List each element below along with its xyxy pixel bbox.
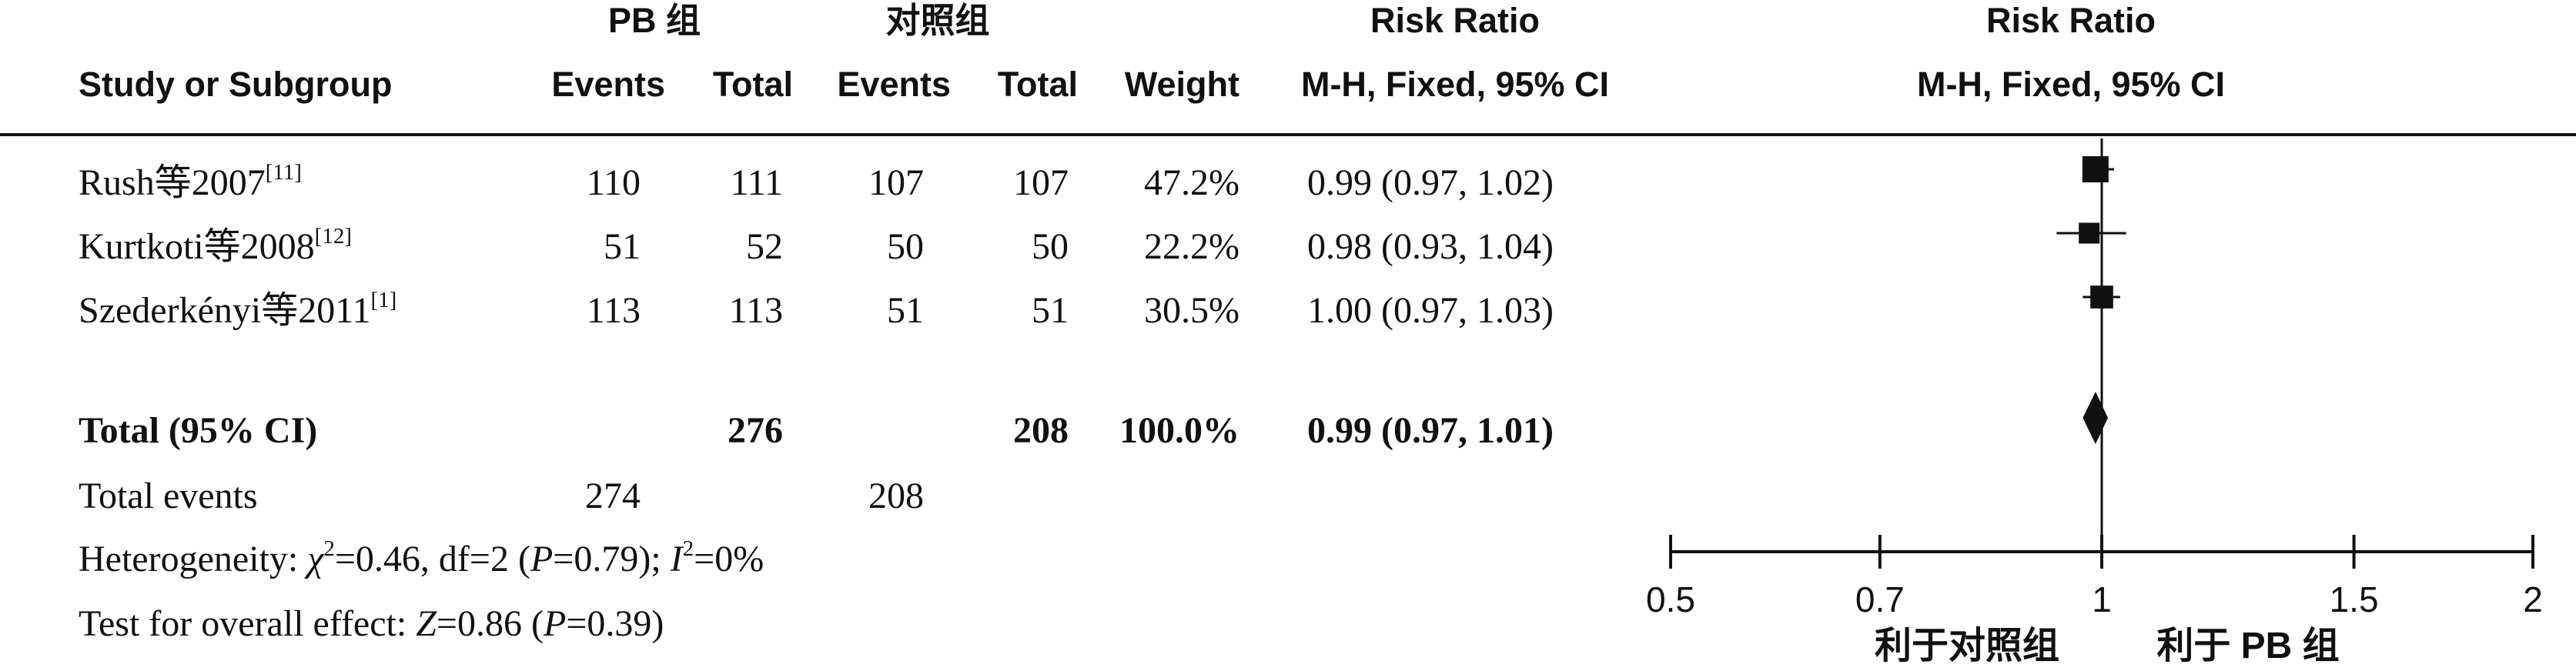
group1-events-cell: 51 [604,226,641,267]
group2-events-cell: 51 [887,290,924,331]
weight-header: Weight [1125,65,1239,104]
weight-cell: 30.5% [1144,290,1239,331]
total-row: Total (95% CI) 276 208 100.0% 0.99 (0.97… [79,410,1554,451]
x-axis-tick-label: 1 [2092,579,2112,619]
total-weight: 100.0% [1119,410,1239,451]
study-name: Rush等2007[11] [79,160,302,203]
group1-events-cell: 113 [587,290,641,331]
study-row: Rush等2007[11] 110 111 107 107 47.2% 0.99… [79,160,1554,203]
study-reference: [1] [370,288,396,312]
group1-total-events: 274 [585,476,641,516]
ci-cell: 1.00 (0.97, 1.03) [1307,290,1554,331]
group2-total-cell: 107 [1013,162,1069,203]
study-effect-square [2082,156,2109,182]
ci-cell: 0.98 (0.93, 1.04) [1307,226,1554,267]
forest-plot-area: 0.5 0.7 1 1.5 2 [1646,139,2543,619]
pooled-effect-diamond [2083,392,2109,444]
group2-total-header: Total [998,65,1078,104]
group1-total-cell: 111 [731,162,783,203]
study-row: Szederkényi等2011[1] 113 113 51 51 30.5% … [79,288,1554,331]
study-name: Szederkényi等2011[1] [79,288,396,331]
study-row: Kurtkoti等2008[12] 51 52 50 50 22.2% 0.98… [79,224,1554,267]
ratio-title-header: Risk Ratio [1370,1,1540,40]
plot-method-header: M-H, Fixed, 95% CI [1917,65,2225,104]
x-axis-tick-label: 0.7 [1855,579,1905,619]
total-label: Total (95% CI) [79,410,317,451]
group1-events-cell: 110 [587,162,641,203]
favours-left-label: 利于对照组 [1875,626,2059,666]
plot-title-header: Risk Ratio [1986,1,2156,40]
group2-total-cell: 50 [1032,226,1069,267]
study-name: Kurtkoti等2008[12] [79,224,352,267]
group2-total-sum: 208 [1013,410,1069,451]
study-effect-square [2090,285,2113,309]
favours-right-label: 利于 PB 组 [2156,626,2339,666]
overall-effect-text: Test for overall effect: Z=0.86 (P=0.39) [79,603,664,644]
study-column-header: Study or Subgroup [79,65,392,104]
group2-events-cell: 50 [887,226,924,267]
group2-total-events: 208 [868,476,924,516]
heterogeneity-text: Heterogeneity: χ2=0.46, df=2 (P=0.79); I… [79,536,764,579]
study-reference: [12] [315,224,352,249]
group1-total-sum: 276 [728,410,783,451]
group1-total-cell: 52 [746,226,783,267]
x-axis-tick-label: 2 [2523,579,2543,619]
ratio-method-header: M-H, Fixed, 95% CI [1301,65,1609,104]
group2-events-header: Events [837,65,951,104]
ci-cell: 0.99 (0.97, 1.02) [1307,162,1554,203]
study-reference: [11] [266,160,302,185]
group1-events-header: Events [551,65,665,104]
total-events-label: Total events [79,476,258,516]
x-axis-tick-label: 0.5 [1646,579,1695,619]
x-axis-tick-label: 1.5 [2330,579,2379,619]
group1-total-cell: 113 [729,290,783,331]
weight-cell: 22.2% [1144,226,1239,267]
weight-cell: 47.2% [1144,162,1239,203]
total-events-row: Total events 274 208 [79,476,924,516]
group2-header: 对照组 [885,1,989,40]
group2-events-cell: 107 [868,162,924,203]
group1-total-header: Total [713,65,793,104]
total-ci: 0.99 (0.97, 1.01) [1307,410,1554,451]
study-effect-square [2079,222,2100,244]
group2-total-cell: 51 [1032,290,1069,331]
group1-header: PB 组 [608,1,701,40]
